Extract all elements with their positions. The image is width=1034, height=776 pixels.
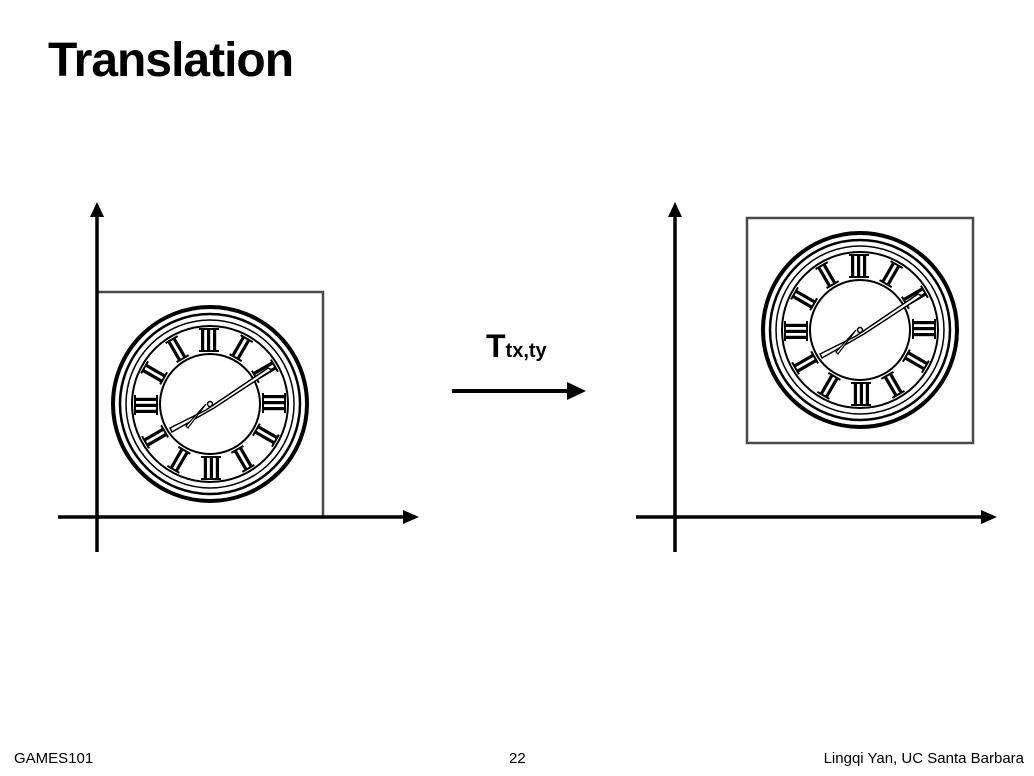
transform-symbol: T: [486, 328, 506, 364]
right-clock-icon: [761, 231, 959, 429]
left-x-axis-arrowhead: [403, 510, 419, 524]
left-y-axis-arrowhead: [90, 202, 104, 217]
transform-label: Ttx,ty: [486, 328, 547, 365]
right-panel: [636, 202, 997, 552]
right-x-axis-arrowhead: [981, 510, 997, 524]
left-panel: [58, 202, 419, 552]
footer-author: Lingqi Yan, UC Santa Barbara: [823, 750, 1024, 767]
footer-course: GAMES101: [14, 750, 94, 767]
footer-page-number: 22: [509, 750, 526, 767]
right-y-axis-arrowhead: [668, 202, 682, 217]
transform-subscript: tx,ty: [505, 340, 547, 362]
slide-title: Translation: [48, 34, 294, 87]
left-clock-icon: [111, 305, 309, 503]
transform-arrow-icon: [452, 382, 586, 400]
